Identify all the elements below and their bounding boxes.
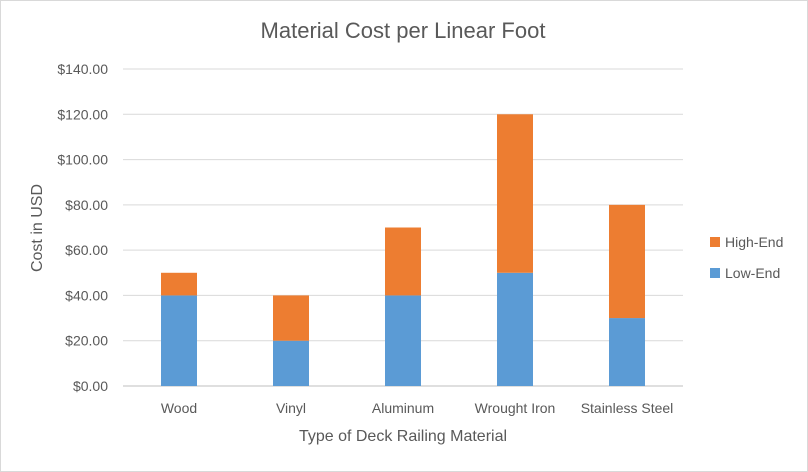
x-tick-label: Aluminum [372, 400, 434, 416]
chart-title: Material Cost per Linear Foot [261, 18, 546, 43]
y-axis-title: Cost in USD [29, 184, 46, 272]
bar-vinyl-high-end [273, 295, 309, 341]
bar-wood-low-end [161, 295, 197, 386]
legend-label: Low-End [725, 265, 780, 281]
bar-wrought-iron-low-end [497, 272, 533, 386]
y-tick-label: $100.00 [57, 152, 108, 168]
x-tick-label: Wrought Iron [475, 400, 556, 416]
x-tick-label: Wood [161, 400, 197, 416]
x-tick-label: Vinyl [276, 400, 306, 416]
bar-aluminum-high-end [385, 227, 421, 296]
bars [161, 114, 645, 386]
bar-stainless-steel-high-end [609, 204, 645, 319]
y-tick-label: $140.00 [57, 61, 108, 77]
y-tick-label: $0.00 [73, 378, 108, 394]
gridlines [123, 68, 683, 387]
bar-aluminum-low-end [385, 295, 421, 386]
x-axis-title: Type of Deck Railing Material [299, 428, 507, 445]
bar-vinyl-low-end [273, 340, 309, 386]
x-tick-label: Stainless Steel [581, 400, 674, 416]
y-axis-ticks: $0.00 $20.00 $40.00 $60.00 $80.00 $100.00 $120… [57, 61, 108, 394]
legend: High-End Low-End [710, 234, 783, 281]
y-tick-label: $120.00 [57, 106, 108, 122]
y-tick-label: $60.00 [65, 242, 108, 258]
bar-wood-high-end [161, 272, 197, 296]
legend-swatch [710, 268, 720, 278]
x-axis-ticks: Wood Vinyl Aluminum Wrought Iron Stainless S… [161, 400, 673, 416]
legend-swatch [710, 237, 720, 247]
y-tick-label: $80.00 [65, 197, 108, 213]
y-tick-label: $20.00 [65, 333, 108, 349]
legend-label: High-End [725, 234, 783, 250]
bar-wrought-iron-high-end [497, 114, 533, 273]
bar-stainless-steel-low-end [609, 318, 645, 386]
y-tick-label: $40.00 [65, 287, 108, 303]
